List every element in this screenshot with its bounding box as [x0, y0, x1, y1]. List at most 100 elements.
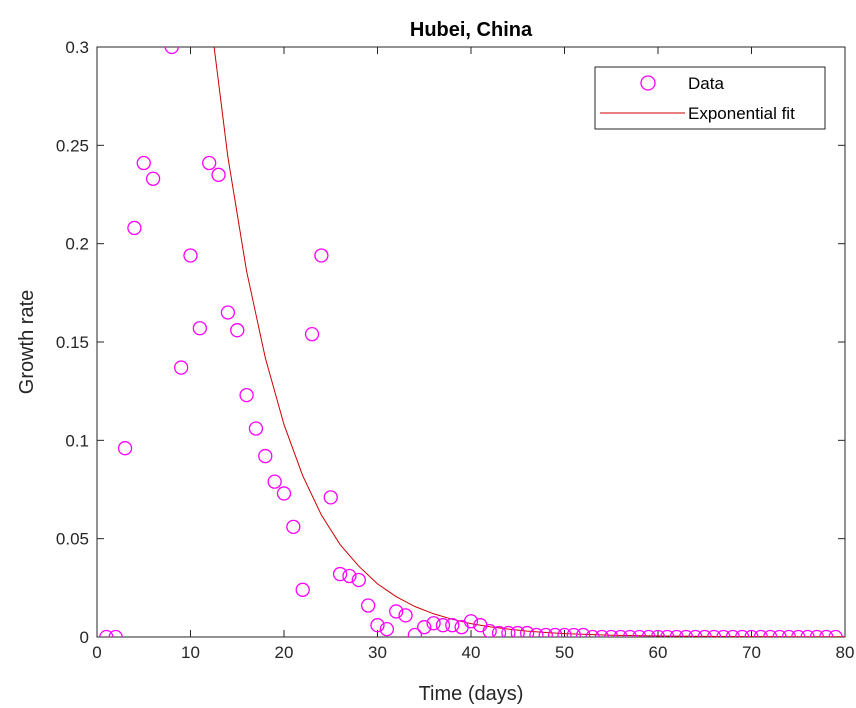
x-tick-label: 0 — [92, 643, 101, 662]
legend-marker-data — [640, 75, 656, 91]
data-point — [753, 629, 768, 637]
data-point — [566, 627, 581, 637]
data-point — [192, 321, 208, 336]
data-point — [548, 627, 563, 637]
y-tick-label: 0.25 — [56, 136, 89, 155]
y-tick-label: 0.1 — [65, 431, 89, 450]
y-tick-label: 0 — [80, 628, 89, 647]
data-point — [145, 171, 161, 186]
data-point — [117, 441, 133, 456]
data-point — [164, 47, 179, 55]
x-axis-label: Time (days) — [419, 683, 524, 705]
data-point — [286, 519, 301, 535]
data-point — [351, 572, 366, 588]
data-point — [417, 620, 432, 635]
data-point — [426, 616, 441, 631]
data-point — [183, 248, 198, 263]
data-point — [772, 629, 787, 637]
x-tick-label: 40 — [462, 643, 481, 662]
data-point — [706, 629, 722, 637]
data-point — [258, 448, 273, 464]
data-point — [613, 629, 628, 637]
legend-label-data: Data — [688, 74, 724, 93]
data-point — [304, 326, 320, 342]
chart-title: Hubei, China — [410, 19, 533, 41]
data-point — [763, 629, 778, 637]
data-point — [660, 629, 675, 637]
data-point — [491, 625, 507, 637]
data-point — [791, 629, 806, 637]
data-points — [99, 47, 843, 637]
data-point — [463, 614, 479, 629]
x-tick-labels: 0 10 20 30 40 50 60 70 80 — [92, 643, 854, 662]
data-point — [735, 629, 750, 637]
data-point — [332, 566, 348, 582]
data-point — [697, 629, 712, 637]
y-tick-label: 0.2 — [65, 235, 89, 254]
data-point — [370, 618, 385, 633]
data-point — [379, 621, 395, 637]
data-point — [295, 582, 310, 597]
x-tick-label: 10 — [181, 643, 200, 662]
data-point — [360, 598, 376, 613]
data-point — [501, 625, 516, 637]
data-point — [136, 155, 151, 171]
data-point — [239, 387, 254, 403]
data-point — [267, 474, 282, 489]
data-point — [202, 155, 217, 171]
data-point — [230, 323, 245, 338]
data-point — [809, 629, 825, 637]
x-tick-label: 50 — [555, 643, 574, 662]
data-point — [632, 629, 647, 637]
data-point — [314, 248, 329, 263]
y-tick-labels: 0 0.05 0.1 0.15 0.2 0.25 0.3 — [56, 38, 89, 647]
legend: Data Exponential fit — [594, 66, 826, 130]
data-point — [510, 625, 525, 637]
x-tick-label: 30 — [368, 643, 387, 662]
data-point — [482, 623, 497, 637]
data-point — [389, 604, 404, 619]
data-point — [538, 627, 553, 637]
data-point — [276, 486, 292, 501]
x-tick-label: 80 — [836, 643, 855, 662]
data-point — [781, 629, 797, 637]
data-point — [725, 629, 740, 637]
data-point — [800, 629, 815, 637]
legend-label-fit: Exponential fit — [688, 104, 795, 123]
data-point — [398, 608, 413, 623]
data-point — [220, 305, 236, 320]
data-point — [828, 629, 843, 637]
data-point — [622, 629, 638, 637]
data-point — [650, 629, 666, 637]
data-point — [435, 618, 451, 633]
data-point — [594, 629, 610, 637]
data-point — [678, 629, 694, 637]
data-point — [173, 360, 189, 375]
plot-area — [96, 46, 846, 638]
data-point — [519, 625, 535, 637]
y-tick-label: 0.3 — [65, 38, 89, 57]
data-point — [342, 568, 357, 584]
legend-box — [594, 66, 826, 130]
data-point — [211, 167, 226, 182]
data-point — [819, 629, 834, 637]
x-tick-label: 60 — [649, 643, 668, 662]
data-point — [529, 627, 544, 637]
data-point — [557, 627, 572, 637]
data-point — [127, 220, 142, 236]
data-point — [248, 421, 264, 436]
data-point — [744, 629, 759, 637]
x-tick-label: 20 — [275, 643, 294, 662]
y-tick-label: 0.15 — [56, 333, 89, 352]
x-tick-label: 70 — [742, 643, 761, 662]
data-point — [669, 629, 684, 637]
data-point — [576, 627, 591, 637]
axis-ticks — [96, 46, 846, 638]
data-point — [585, 629, 600, 637]
y-axis-label: Growth rate — [16, 290, 38, 394]
data-point — [716, 629, 731, 637]
data-point — [407, 627, 423, 637]
data-point — [641, 629, 656, 637]
data-point — [108, 629, 123, 637]
